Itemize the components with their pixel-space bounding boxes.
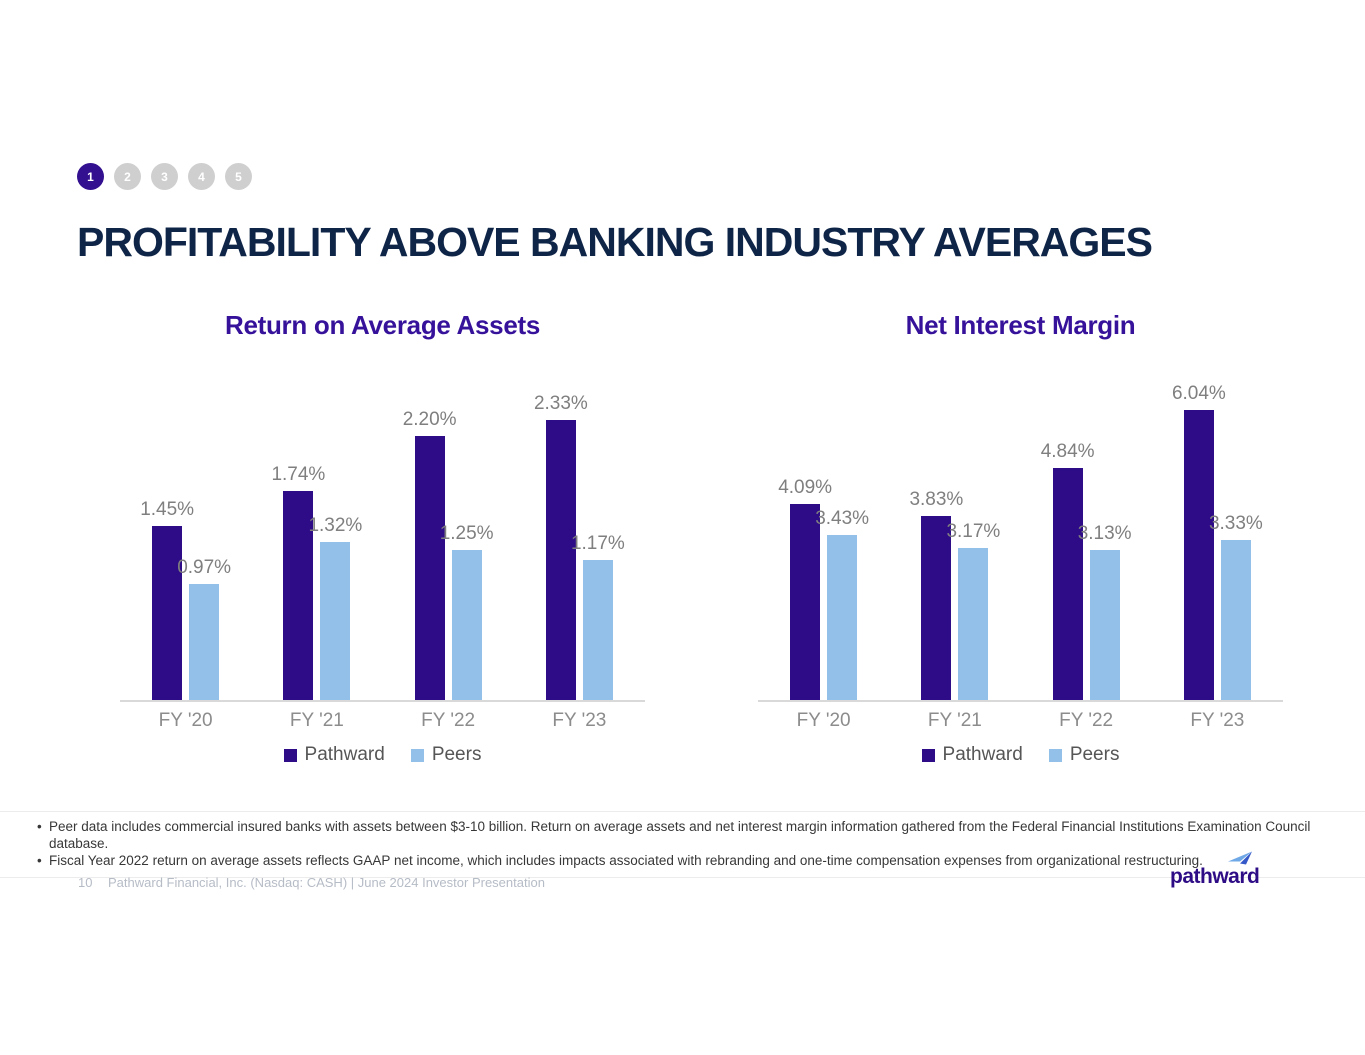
chart-return-on-average-assets: Return on Average Assets 1.45% 0.97% 1.74%…: [120, 300, 645, 775]
x-axis-label: FY '20: [796, 710, 851, 731]
pathward-arrow-icon: [1226, 851, 1256, 871]
x-axis-label: FY '21: [289, 710, 344, 731]
bar-pathward-20: [152, 526, 183, 700]
legend-label: Peers: [1069, 744, 1120, 765]
stepper-dot-2[interactable]: 2: [114, 163, 141, 190]
legend: Pathward Peers: [120, 744, 645, 766]
footer-text: Pathward Financial, Inc. (Nasdaq: CASH) …: [108, 875, 545, 890]
bar-peers-20: [189, 584, 220, 700]
bar-value-label: 4.09%: [778, 477, 833, 498]
chart-title: Return on Average Assets: [224, 310, 540, 340]
bar-peers-21: [958, 548, 989, 700]
bar-value-label: 1.45%: [140, 499, 195, 520]
legend-label: Pathward: [304, 744, 385, 765]
bar-pathward-20: [790, 504, 821, 700]
legend-swatch-icon: [410, 748, 424, 762]
bar-pathward-23: [545, 420, 576, 700]
legend-swatch-icon: [921, 748, 935, 762]
bar-peers-20: [827, 535, 858, 700]
bar-value-label: 1.25%: [439, 523, 494, 544]
x-axis-label: FY '20: [158, 710, 213, 731]
legend-item-pathward: Pathward: [921, 744, 1023, 766]
legend-swatch-icon: [283, 748, 297, 762]
bar-value-label: 3.43%: [815, 508, 870, 529]
footnote-item: Fiscal Year 2022 return on average asset…: [35, 852, 1330, 869]
bar-value-label: 2.20%: [402, 409, 457, 430]
bar-peers-22: [451, 550, 482, 700]
bar-pathward-22: [414, 436, 445, 700]
bar-value-label: 1.74%: [271, 464, 326, 485]
footnotes-list: Peer data includes commercial insured ba…: [35, 818, 1330, 869]
legend-item-pathward: Pathward: [283, 744, 385, 766]
legend-swatch-icon: [1048, 748, 1062, 762]
bar-peers-23: [1220, 540, 1251, 700]
x-axis-labels: FY '20 FY '21 FY '22 FY '23: [120, 710, 645, 734]
bar-pathward-23: [1183, 410, 1214, 700]
bar-pathward-21: [283, 491, 314, 700]
plot-area: 4.09% 3.43% 3.83% 3.17% 4.84% 3.13% 6.04% 3.33%: [758, 383, 1283, 702]
pathward-logo: pathward: [1170, 851, 1290, 897]
x-axis-label: FY '23: [552, 710, 607, 731]
x-axis-label: FY '22: [1059, 710, 1114, 731]
stepper-dot-1[interactable]: 1: [77, 163, 104, 190]
page-number: 10: [78, 875, 93, 890]
legend-label: Peers: [431, 744, 482, 765]
bar-value-label: 3.17%: [946, 521, 1001, 542]
bar-value-label: 6.04%: [1171, 383, 1226, 404]
bar-value-label: 1.17%: [570, 533, 625, 554]
bar-value-label: 3.33%: [1208, 513, 1263, 534]
legend-item-peers: Peers: [1048, 744, 1120, 766]
bar-value-label: 2.33%: [533, 393, 588, 414]
legend: Pathward Peers: [758, 744, 1283, 766]
bar-value-label: 1.32%: [308, 515, 363, 536]
bar-value-label: 3.13%: [1077, 523, 1132, 544]
bar-peers-22: [1089, 550, 1120, 700]
footnotes-section: Peer data includes commercial insured ba…: [0, 811, 1365, 878]
bar-value-label: 3.83%: [909, 489, 964, 510]
chart-net-interest-margin: Net Interest Margin 4.09% 3.43% 3.83% 3.17%…: [758, 300, 1283, 775]
stepper-dot-4[interactable]: 4: [188, 163, 215, 190]
chart-title: Net Interest Margin: [905, 310, 1136, 340]
bar-pathward-22: [1052, 468, 1083, 700]
bar-peers-21: [320, 542, 351, 700]
x-axis-label: FY '22: [421, 710, 476, 731]
x-axis-label: FY '23: [1190, 710, 1245, 731]
stepper-dot-5[interactable]: 5: [225, 163, 252, 190]
legend-item-peers: Peers: [410, 744, 482, 766]
bar-value-label: 0.97%: [177, 557, 232, 578]
bar-pathward-21: [921, 516, 952, 700]
legend-label: Pathward: [942, 744, 1023, 765]
x-axis-labels: FY '20 FY '21 FY '22 FY '23: [758, 710, 1283, 734]
pathward-logo-text: pathward: [1170, 865, 1260, 888]
stepper-dot-3[interactable]: 3: [151, 163, 178, 190]
bar-value-label: 4.84%: [1040, 441, 1095, 462]
x-axis-label: FY '21: [927, 710, 982, 731]
footnote-item: Peer data includes commercial insured ba…: [35, 818, 1330, 852]
bar-peers-23: [582, 560, 613, 700]
plot-area: 1.45% 0.97% 1.74% 1.32% 2.20% 1.25% 2.33% 1.17%: [120, 393, 645, 702]
page-title: PROFITABILITY ABOVE BANKING INDUSTRY AVE…: [77, 219, 1153, 266]
